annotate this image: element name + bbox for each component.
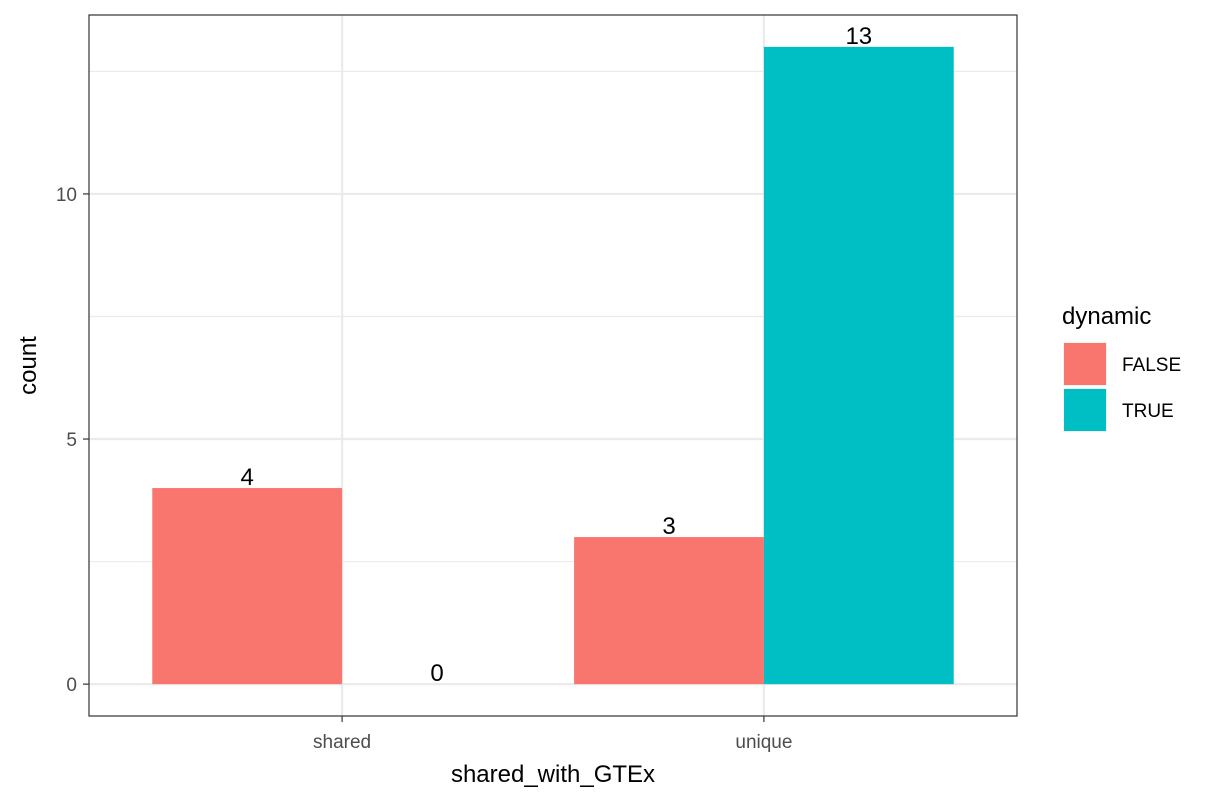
legend-label: FALSE: [1122, 355, 1181, 376]
y-axis-title: count: [15, 336, 42, 395]
bar-value-label: 13: [845, 23, 872, 50]
y-tick-label: 5: [66, 430, 77, 451]
bar-shared-false: [152, 488, 343, 685]
y-tick-label: 0: [66, 675, 77, 696]
plot-panel: 4 0 3 13: [88, 14, 1018, 717]
legend-label: TRUE: [1122, 401, 1174, 422]
bar-unique-false: [574, 537, 764, 685]
x-tick-label: shared: [313, 732, 371, 753]
x-axis: shared unique: [313, 716, 792, 753]
panel-border: [88, 14, 1018, 717]
y-axis: 0 5 10: [56, 185, 89, 696]
bar-value-label: 4: [241, 464, 254, 491]
legend-title: dynamic: [1062, 303, 1151, 330]
y-tick-label: 10: [56, 185, 77, 206]
x-axis-title: shared_with_GTEx: [451, 761, 655, 788]
legend: dynamic FALSE TRUE: [1062, 303, 1181, 432]
legend-swatch-true: [1064, 389, 1106, 431]
bar-unique-true: [763, 46, 954, 685]
bar-value-label: 0: [430, 660, 443, 687]
legend-swatch-false: [1064, 343, 1106, 385]
x-tick-label: unique: [735, 732, 792, 753]
bar-value-label: 3: [662, 513, 675, 540]
